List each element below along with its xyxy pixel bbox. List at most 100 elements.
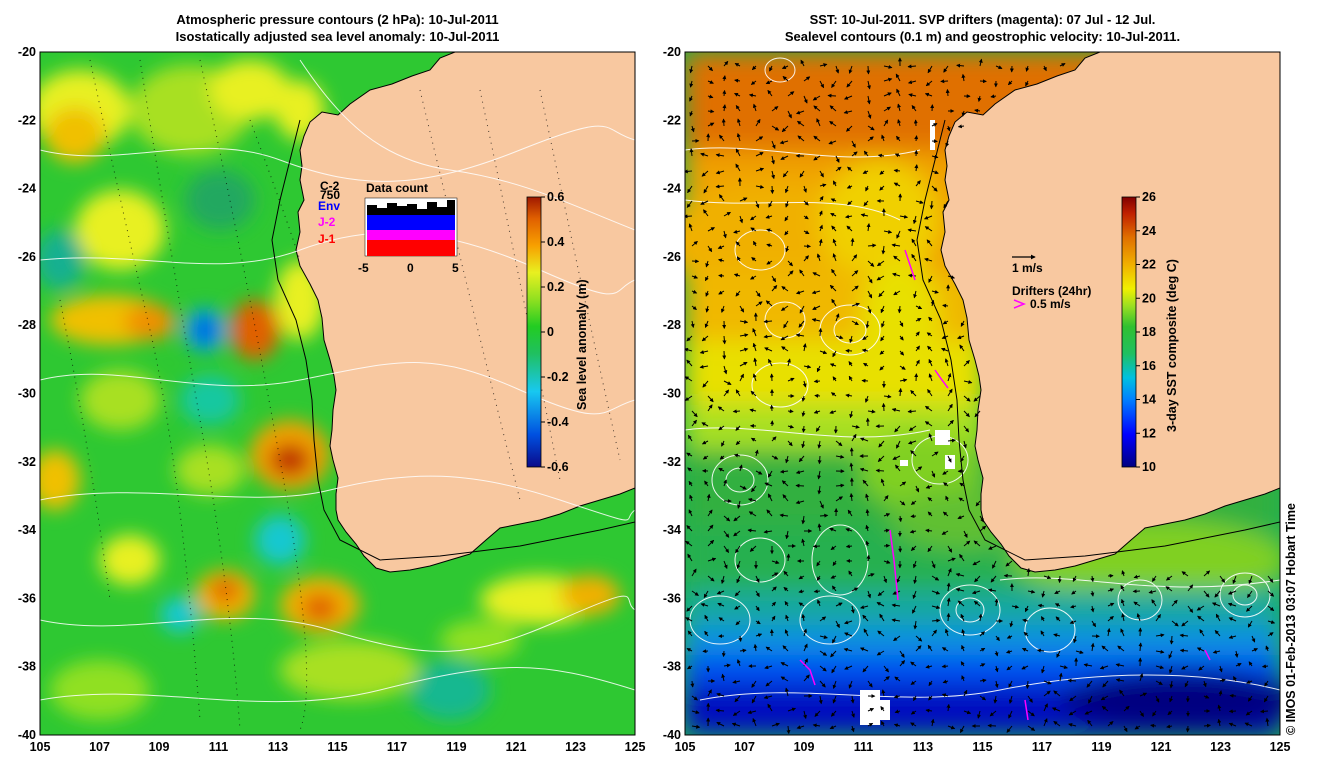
velocity-arrow [722, 335, 727, 345]
velocity-arrow [897, 103, 901, 112]
velocity-arrow [819, 170, 824, 178]
velocity-arrow [915, 485, 920, 493]
velocity-arrow [801, 425, 806, 433]
velocity-arrow [685, 540, 693, 547]
velocity-arrow [1155, 613, 1161, 622]
velocity-arrow [963, 360, 970, 367]
velocity-arrow [849, 462, 854, 472]
velocity-arrow [1261, 664, 1269, 669]
velocity-arrow [963, 710, 972, 715]
velocity-arrow [754, 449, 759, 457]
velocity-arrow [862, 665, 869, 673]
velocity-arrow [812, 723, 821, 728]
velocity-arrow [867, 722, 874, 727]
velocity-arrow [813, 379, 821, 384]
velocity-arrow [784, 687, 789, 697]
velocity-arrow [702, 455, 709, 460]
velocity-arrow [1151, 575, 1157, 582]
velocity-arrow [961, 628, 966, 637]
velocity-arrow [704, 320, 709, 329]
velocity-arrow [1023, 631, 1029, 637]
velocity-arrow [846, 184, 853, 189]
velocity-arrow [787, 707, 797, 712]
velocity-arrow [819, 650, 828, 656]
left-lat-tick--34: -34 [18, 523, 36, 537]
right-shelf-line [916, 119, 1280, 561]
velocity-arrow [801, 538, 806, 547]
velocity-arrow [994, 598, 999, 607]
velocity-arrow [830, 650, 837, 658]
velocity-arrow [780, 155, 789, 160]
velocity-arrow [931, 618, 941, 623]
velocity-arrow [910, 514, 917, 519]
velocity-arrow [1211, 602, 1221, 607]
velocity-arrow [835, 454, 845, 459]
velocity-arrow [816, 253, 821, 262]
velocity-arrow [865, 493, 869, 502]
velocity-arrow [959, 482, 965, 487]
velocity-arrow [735, 104, 741, 112]
velocity-arrow [913, 695, 917, 702]
velocity-arrow [896, 88, 901, 97]
velocity-arrow [765, 80, 773, 85]
velocity-arrow [877, 630, 885, 637]
velocity-arrow [845, 214, 853, 219]
velocity-arrow [1169, 680, 1174, 689]
velocity-arrow [972, 560, 981, 566]
velocity-arrow [883, 229, 893, 234]
velocity-arrow [763, 334, 773, 339]
velocity-arrow [771, 125, 780, 131]
velocity-arrow [963, 410, 970, 418]
velocity-arrow [686, 452, 693, 457]
velocity-arrow [1043, 703, 1048, 712]
velocity-arrow [739, 485, 747, 490]
velocity-arrow [1263, 695, 1269, 703]
velocity-arrow [691, 419, 697, 427]
velocity-arrow [995, 635, 1000, 642]
velocity-arrow [735, 440, 741, 446]
velocity-arrow [765, 214, 773, 219]
velocity-arrow [687, 553, 693, 562]
velocity-arrow [867, 80, 871, 90]
right-title-line2: Sealevel contours (0.1 m) and geostrophi… [784, 29, 1181, 44]
velocity-arrow [963, 440, 967, 449]
velocity-arrow [707, 122, 715, 127]
velocity-arrow [1155, 649, 1165, 654]
velocity-arrow [907, 64, 917, 69]
velocity-arrow [978, 613, 983, 622]
velocity-arrow [830, 545, 837, 551]
velocity-arrow [974, 575, 981, 583]
velocity-arrow [717, 245, 725, 249]
velocity-arrow [851, 140, 856, 148]
velocity-arrow [722, 230, 727, 239]
velocity-arrow [1088, 695, 1093, 704]
velocity-arrow [963, 530, 968, 539]
velocity-arrow [1265, 645, 1270, 652]
velocity-arrow [925, 528, 933, 533]
drifters-key-label: 0.5 m/s [1030, 297, 1071, 311]
velocity-arrow [783, 320, 789, 329]
velocity-arrow [687, 630, 693, 637]
left-lon-tick-113: 113 [268, 740, 288, 754]
right-lat-tick--40: -40 [663, 728, 681, 742]
velocity-arrow [751, 680, 757, 688]
velocity-arrow [816, 365, 821, 373]
velocity-arrow [771, 284, 778, 292]
velocity-arrow [911, 253, 917, 262]
velocity-arrow [764, 347, 773, 352]
velocity-arrow [733, 515, 741, 522]
right-map: 1 m/s Drifters (24hr) 0.5 m/s [685, 52, 1280, 735]
velocity-arrow [715, 708, 725, 713]
velocity-arrow [947, 455, 952, 463]
velocity-arrow [990, 575, 997, 583]
velocity-arrow [717, 602, 725, 607]
velocity-arrow [689, 80, 694, 88]
velocity-arrow [925, 80, 933, 87]
velocity-arrow [718, 467, 725, 472]
velocity-arrow [829, 527, 837, 532]
velocity-arrow [1073, 635, 1077, 644]
velocity-arrow [748, 511, 757, 517]
sst-colorbar-tick-26: 26 [1142, 190, 1156, 204]
velocity-arrow [995, 65, 1003, 70]
legend-j1: J-1 [318, 232, 336, 246]
